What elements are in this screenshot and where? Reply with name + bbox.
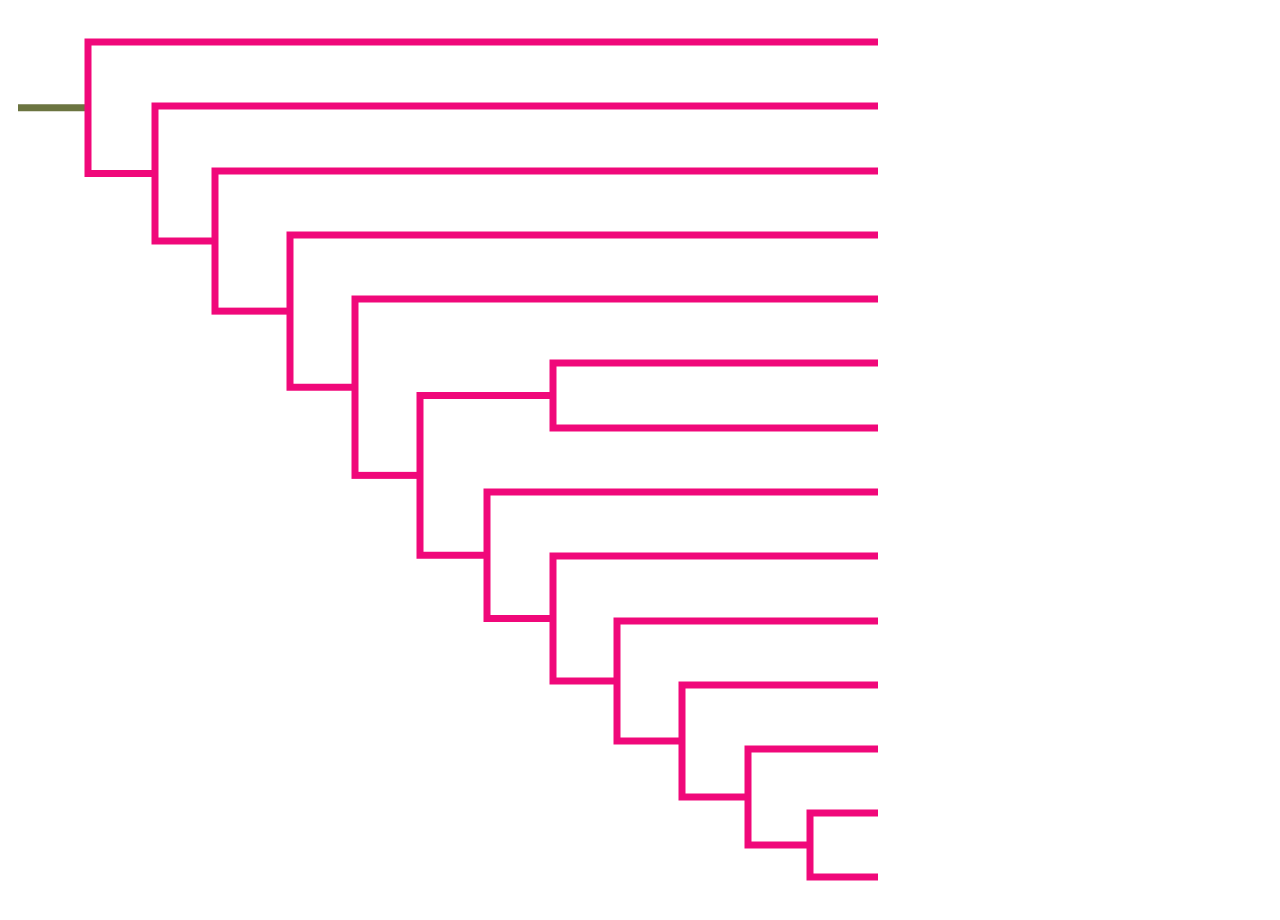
dendrogram-link (613, 617, 878, 745)
dendrogram-link (286, 231, 878, 391)
dendrogram-link (416, 392, 553, 559)
dendrogram-link (744, 745, 878, 849)
dendrogram-link (549, 359, 878, 432)
dendrogram-link (483, 488, 878, 622)
dendrogram-link (151, 102, 878, 245)
dendrogram-link (84, 38, 878, 178)
dendrogram-link (806, 809, 878, 881)
dendrogram-link (351, 295, 878, 479)
dendrogram-link (678, 681, 878, 801)
dendrogram-link (549, 552, 878, 685)
dendrogram-link (211, 167, 878, 315)
